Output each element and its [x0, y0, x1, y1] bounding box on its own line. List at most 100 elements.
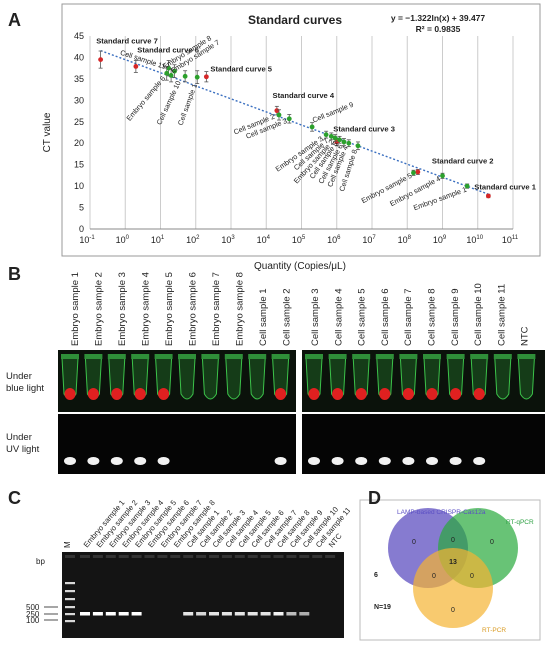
tube-label: Cell sample 1 — [258, 288, 269, 346]
uv-fluorescence — [402, 457, 415, 465]
uv-fluorescence — [157, 457, 170, 465]
blue-light-photo — [302, 350, 545, 412]
y-tick-label: 5 — [79, 203, 84, 213]
well — [260, 555, 271, 558]
sample-band — [247, 612, 258, 616]
well — [273, 555, 284, 558]
data-point — [485, 193, 491, 199]
tube-cap — [107, 354, 126, 359]
y-axis-label: CT value — [42, 112, 53, 152]
sample-band — [209, 612, 219, 616]
sample-band — [273, 612, 284, 616]
tube-cap — [399, 354, 418, 359]
tube-cap — [446, 354, 465, 359]
uv-fluorescence — [64, 457, 76, 465]
tube-photo-figure: Embryo sample 1 Embryo sample 2 Embryo sam… — [6, 272, 545, 474]
tube-label: Cell sample 8 — [427, 288, 438, 346]
tube-cap — [178, 354, 196, 359]
data-point — [411, 170, 416, 176]
venn-set-circle — [413, 548, 493, 628]
row-label-uv-1: Under — [6, 432, 32, 443]
uv-fluorescence — [134, 457, 147, 465]
point-annotation: Standard curve 3 — [333, 125, 395, 134]
tube-cap — [305, 354, 323, 359]
sample-band — [234, 612, 245, 616]
red-signal — [275, 388, 287, 400]
gel-background — [62, 552, 344, 638]
panel-d: D LAMP-based CRISPR-Cas12a RT-qPCR RT-PCR 0… — [350, 486, 550, 645]
marker-band — [65, 598, 75, 601]
count-abc: 13 — [449, 559, 457, 566]
well — [209, 555, 219, 558]
well — [92, 555, 103, 558]
tube-cap — [61, 354, 79, 359]
tube-cap — [131, 354, 150, 359]
well — [118, 555, 129, 558]
tube — [494, 357, 512, 400]
size-label: 100 — [26, 616, 40, 625]
y-tick-label: 40 — [74, 52, 84, 62]
red-signal — [134, 388, 146, 400]
well — [196, 555, 207, 558]
well — [131, 555, 142, 558]
tube-cap — [154, 354, 173, 359]
data-point — [194, 74, 200, 80]
tube-label: Cell sample 6 — [380, 288, 391, 346]
count-outside: 6 — [374, 572, 378, 579]
well — [105, 555, 116, 558]
well — [286, 555, 297, 558]
r2-label: R² = 0.9835 — [416, 24, 461, 34]
x-tick-label: 103 — [221, 235, 235, 245]
panel-label-d: D — [368, 488, 381, 508]
tube-label: Cell sample 2 — [282, 288, 293, 346]
y-tick-label: 0 — [79, 224, 84, 234]
sample-band — [299, 612, 310, 616]
panel-c: C M Embryo sample 1 Embryo sample 2 Embryo … — [0, 486, 353, 645]
point-annotation: Standard curve 6 — [137, 45, 199, 54]
data-point — [133, 64, 139, 69]
tube-label: Cell sample 3 — [310, 288, 321, 346]
data-point — [168, 73, 174, 78]
tube — [248, 357, 266, 400]
y-tick-label: 25 — [74, 117, 84, 127]
tube — [517, 357, 535, 400]
x-tick-label: 101 — [151, 235, 165, 245]
well — [299, 555, 310, 558]
y-tick-label: 15 — [74, 160, 84, 170]
uv-fluorescence — [331, 457, 344, 465]
tube-cap — [201, 354, 220, 359]
size-label: 250 — [26, 610, 40, 619]
data-point — [286, 116, 292, 122]
y-tick-label: 35 — [74, 74, 84, 84]
sample-band — [196, 612, 207, 616]
x-tick-label: 108 — [398, 235, 412, 245]
x-tick-label: 106 — [327, 235, 341, 245]
x-tick-label: 104 — [257, 235, 271, 245]
well — [325, 555, 336, 558]
well — [183, 555, 194, 558]
well — [144, 555, 155, 558]
set-label-a: LAMP-based CRISPR-Cas12a — [397, 509, 486, 516]
red-signal — [308, 388, 320, 400]
tube-label: Embryo sample 1 — [70, 272, 81, 346]
uv-fluorescence — [449, 457, 462, 465]
uv-fluorescence — [110, 457, 123, 465]
tube-label: Embryo sample 6 — [188, 272, 199, 346]
sample-band — [183, 612, 194, 616]
panel-label-a: A — [8, 10, 21, 30]
blue-light-photo — [58, 350, 296, 412]
tube-label: Embryo sample 5 — [164, 272, 175, 346]
red-signal — [111, 388, 123, 400]
uv-light-photo — [302, 414, 545, 474]
panel-b: B Embryo sample 1 Embryo sample 2 Embryo s… — [0, 262, 550, 480]
marker-band — [65, 582, 75, 585]
panel-label-c: C — [8, 488, 21, 508]
y-tick-label: 30 — [74, 95, 84, 105]
data-point — [332, 135, 338, 141]
set-label-b: RT-qPCR — [506, 519, 534, 526]
data-point — [276, 112, 282, 118]
sample-band — [92, 612, 103, 616]
tube-label: Embryo sample 4 — [141, 272, 152, 346]
tube-label: Embryo sample 7 — [211, 272, 222, 346]
